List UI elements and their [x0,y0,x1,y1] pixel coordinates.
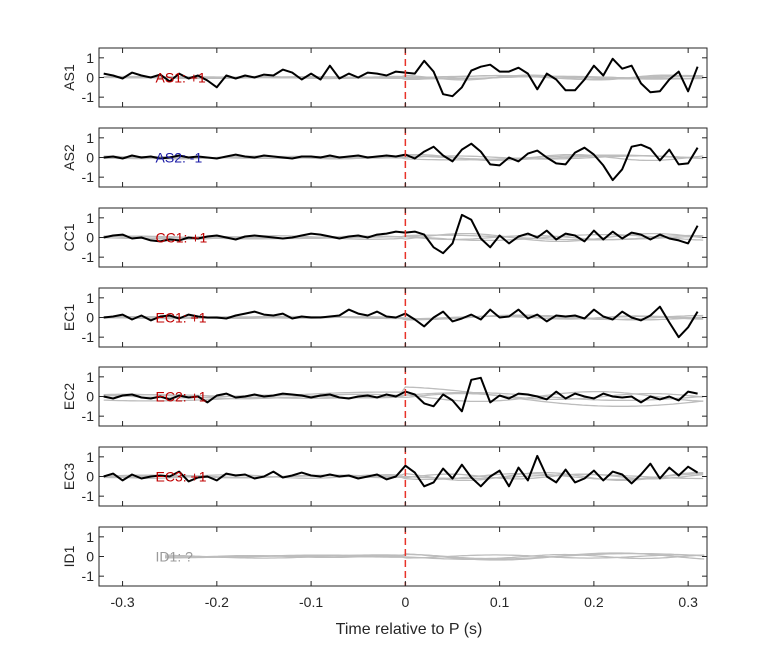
y-axis-label: AS1 [61,64,77,91]
y-tick-label: -1 [82,488,95,504]
y-tick-label: -1 [82,568,95,584]
y-tick-label: 1 [86,449,94,465]
y-tick-label: -1 [82,329,95,345]
panel-annotation: EC2: +1 [156,389,207,405]
y-axis-label: AS2 [61,144,77,171]
y-tick-label: 0 [86,230,94,246]
panel-annotation: CC1: +1 [156,230,208,246]
panel-annotation: EC1: +1 [156,310,207,326]
panel-annotation: AS2: -1 [156,150,203,166]
black-trace [103,305,699,339]
x-tick-label: 0.3 [678,594,698,610]
black-trace [103,213,699,255]
x-tick-label: 0.2 [584,594,604,610]
y-tick-label: -1 [82,408,95,424]
y-tick-label: 1 [86,529,94,545]
y-axis-label: EC1 [61,304,77,331]
y-tick-label: 1 [86,290,94,306]
panel-as2: -1 0 1 AS2 AS2: -1 [61,127,708,188]
black-trace [103,142,699,182]
gray-traces [164,552,705,561]
y-tick-label: -1 [82,89,95,105]
y-tick-label: 0 [86,549,94,565]
black-trace [103,57,699,98]
panel-id1: -1 0 1 ID1 ID1: ? [61,526,708,587]
y-tick-label: 0 [86,310,94,326]
y-axis-label: EC3 [61,463,77,490]
y-tick-label: 0 [86,70,94,86]
panel-ec1: -1 0 1 EC1 EC1: +1 [61,287,708,348]
panel-as1: -1 0 1 AS1 AS1: +1 [61,47,708,108]
gray-trace-3 [103,314,704,321]
y-tick-label: 1 [86,210,94,226]
y-tick-label: 1 [86,369,94,385]
black-trace [103,454,699,488]
x-tick-label: -0.1 [299,594,323,610]
y-tick-label: -1 [82,249,95,265]
y-tick-label: 0 [86,469,94,485]
panel-cc1: -1 0 1 CC1 CC1: +1 [61,207,708,268]
panel-annotation: ID1: ? [156,549,194,565]
x-axis-label: Time relative to P (s) [336,621,483,638]
y-tick-label: 1 [86,130,94,146]
panel-annotation: EC3: +1 [156,469,207,485]
gray-trace-4 [164,554,705,559]
x-tick-label: 0.1 [490,594,510,610]
chart-panels: -1 0 1 AS1 AS1: +1 -1 0 1 AS2 AS2: -1 -1 0 1 CC1 CC1: … [61,47,708,587]
x-tick-label: 0 [401,594,409,610]
x-tick-label: -0.2 [205,594,229,610]
gray-trace-4 [103,390,704,403]
gray-trace-2 [103,232,704,243]
panel-ec3: -1 0 1 EC3 EC3: +1 [61,446,708,507]
y-axis-label: CC1 [61,223,77,251]
y-tick-label: 0 [86,389,94,405]
black-trace [103,376,698,413]
y-axis-label: ID1 [61,545,77,567]
y-tick-label: -1 [82,169,95,185]
gray-trace-5 [103,75,704,80]
y-tick-label: 1 [86,50,94,66]
panel-annotation: AS1: +1 [156,70,206,86]
y-axis-label: EC2 [61,383,77,410]
x-tick-labels: -0.3 -0.2 -0.1 0 0.1 0.2 0.3 [111,594,699,610]
y-tick-label: 0 [86,150,94,166]
panel-ec2: -1 0 1 EC2 EC2: +1 [61,366,708,427]
x-tick-label: -0.3 [111,594,135,610]
